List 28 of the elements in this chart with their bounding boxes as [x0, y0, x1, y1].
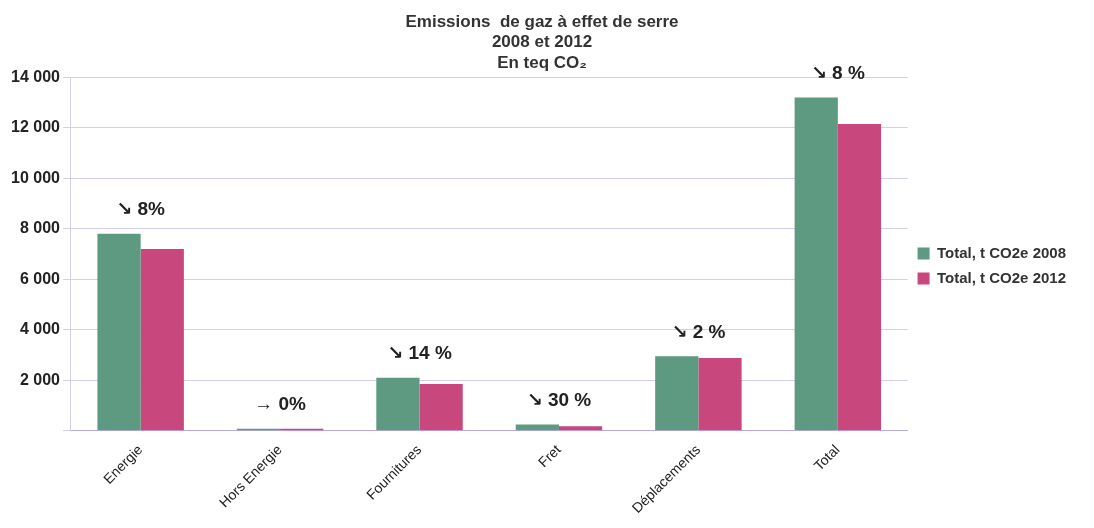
legend-label: Total, t CO2e 2008 — [937, 243, 1066, 261]
bar — [419, 384, 463, 431]
legend-label: Total, t CO2e 2012 — [937, 268, 1066, 286]
bar — [837, 123, 882, 431]
y-tick-label: 14 000 — [11, 67, 61, 85]
x-tick-label: Fret — [534, 441, 564, 471]
text: Emissions de gaz à effet de serre — [405, 11, 679, 31]
annotation: ↘ 30 % — [526, 388, 592, 410]
bar — [655, 356, 699, 431]
y-tick-label: 10 000 — [11, 168, 61, 186]
annotation: → 0% — [254, 393, 307, 415]
bar — [140, 248, 184, 431]
bar — [97, 233, 141, 431]
bar — [558, 426, 603, 431]
y-tick-label: 8 000 — [19, 219, 61, 237]
y-tick-label: 4 000 — [19, 320, 61, 338]
text: En teq CO₂ — [497, 52, 587, 72]
annotation: ↘ 2 % — [671, 320, 726, 342]
y-tick-label: 6 000 — [19, 269, 61, 287]
bar — [376, 377, 420, 431]
y-tick-label: 2 000 — [19, 370, 61, 388]
y-tick-label: 12 000 — [11, 118, 61, 136]
annotation: ↘ 8 % — [810, 61, 865, 83]
annotation: ↘ 8% — [116, 198, 166, 220]
annotation: ↘ 14 % — [387, 342, 452, 364]
bar — [698, 358, 742, 431]
bar — [794, 97, 838, 431]
text: 2008 et 2012 — [491, 32, 593, 52]
